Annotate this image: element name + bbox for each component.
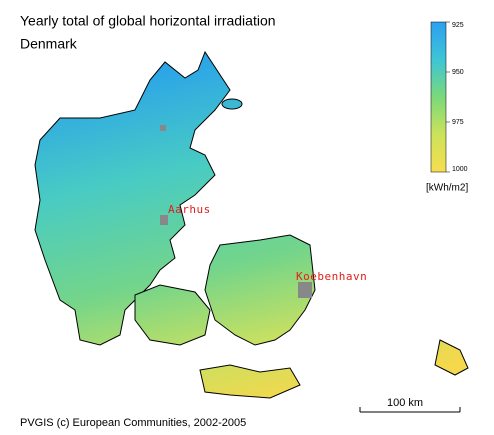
- legend-tick-label: 950: [452, 69, 464, 76]
- legend-tick-label: 1000: [452, 166, 468, 173]
- bornholm: [434, 339, 469, 376]
- town: [160, 125, 166, 131]
- color-bar: [430, 21, 447, 173]
- legend-tick-label: 975: [452, 119, 464, 126]
- city-label: Koebenhavn: [296, 270, 367, 283]
- legend-unit: [kWh/m2]: [426, 183, 468, 194]
- jutland: [34, 50, 231, 346]
- town: [298, 282, 312, 298]
- town: [160, 215, 168, 225]
- scale-bar-label: 100 km: [387, 397, 423, 409]
- island: [221, 98, 243, 110]
- legend-tick-label: 925: [452, 22, 464, 29]
- funen: [134, 284, 211, 346]
- land: [34, 50, 469, 399]
- credit: PVGIS (c) European Communities, 2002-200…: [20, 417, 246, 429]
- subtitle: Denmark: [20, 36, 78, 52]
- title: Yearly total of global horizontal irradi…: [20, 13, 276, 29]
- city-label: Aarhus: [168, 203, 211, 216]
- zealand: [204, 234, 316, 346]
- lolland-falster: [199, 364, 301, 399]
